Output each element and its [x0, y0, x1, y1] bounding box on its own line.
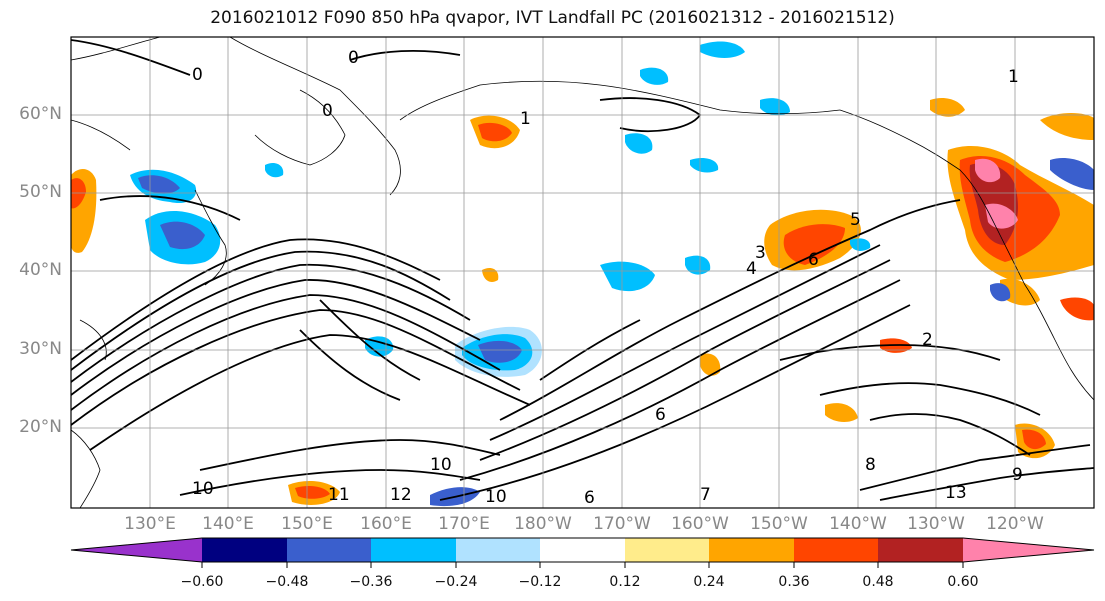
lat-label: 50°N — [19, 182, 62, 202]
contour-label: 1 — [1008, 67, 1019, 87]
colorbar-bin — [371, 538, 456, 562]
lon-label: 130°W — [907, 514, 965, 534]
contour-label: 2 — [922, 330, 933, 350]
lon-label: 160°E — [360, 514, 412, 534]
contour-labels: 0 0 0 1 1 2 3 4 5 6 6 6 7 8 9 10 10 10 1… — [192, 48, 1023, 508]
colorbar-bin — [287, 538, 371, 562]
qvapor-shading — [71, 41, 1094, 507]
colorbar-tick-label: 0.12 — [609, 574, 641, 590]
contour-label: 8 — [865, 455, 876, 475]
colorbar-bin — [709, 538, 794, 562]
colorbar-bin — [540, 538, 625, 562]
colorbar-tick-label: 0.24 — [693, 574, 725, 590]
lon-label: 160°W — [671, 514, 729, 534]
lon-label: 170°E — [438, 514, 490, 534]
contour-label: 6 — [584, 488, 595, 508]
contour-label: 10 — [485, 487, 507, 507]
colorbar — [70, 537, 1095, 568]
lat-label: 30°N — [19, 339, 62, 359]
graticule — [71, 37, 1094, 508]
contour-label: 12 — [390, 485, 412, 505]
colorbar-bin — [202, 538, 287, 562]
contour-label: 11 — [328, 485, 350, 505]
lon-label: 170°W — [593, 514, 651, 534]
lon-label: 130°E — [124, 514, 176, 534]
colorbar-extend-left — [71, 538, 202, 562]
colorbar-tick-label: −0.36 — [349, 574, 393, 590]
lon-label: 150°E — [281, 514, 333, 534]
colorbar-tick-label: −0.48 — [265, 574, 309, 590]
contour-label: 10 — [430, 455, 452, 475]
contour-label: 9 — [1012, 465, 1023, 485]
contour-label: 0 — [322, 101, 333, 121]
colorbar-bin — [794, 538, 878, 562]
lat-label: 60°N — [19, 104, 62, 124]
map-title: 2016021012 F090 850 hPa qvapor, IVT Land… — [210, 8, 895, 28]
lon-label: 140°E — [202, 514, 254, 534]
contour-label: 10 — [192, 479, 214, 499]
contour-label: 6 — [655, 405, 666, 425]
contour-label: 4 — [746, 259, 757, 279]
colorbar-extend-right — [963, 538, 1094, 562]
lon-label: 180°W — [514, 514, 572, 534]
map-frame — [70, 36, 1095, 509]
colorbar-bin — [456, 538, 540, 562]
colorbar-tick-label: 0.36 — [778, 574, 810, 590]
colorbar-tick-label: −0.60 — [180, 574, 224, 590]
map-plot-area — [71, 37, 1094, 508]
lat-label: 20°N — [19, 417, 62, 437]
ivt-contours — [71, 39, 1094, 501]
colorbar-tick-label: 0.60 — [947, 574, 979, 590]
lon-label: 140°W — [829, 514, 887, 534]
lon-label: 150°W — [750, 514, 808, 534]
colorbar-bin — [625, 538, 709, 562]
lat-label: 40°N — [19, 260, 62, 280]
colorbar-bin — [878, 538, 963, 562]
contour-label: 5 — [850, 210, 861, 230]
contour-label: 0 — [348, 48, 359, 68]
contour-label: 7 — [700, 485, 711, 505]
colorbar-tick-label: −0.12 — [518, 574, 562, 590]
contour-label: 1 — [520, 109, 531, 129]
contour-label: 3 — [755, 243, 766, 263]
lon-label: 120°W — [986, 514, 1044, 534]
colorbar-tick-label: 0.48 — [862, 574, 894, 590]
colorbar-tick-label: −0.24 — [434, 574, 478, 590]
contour-label: 6 — [808, 250, 819, 270]
contour-label: 13 — [945, 483, 967, 503]
contour-label: 0 — [192, 65, 203, 85]
